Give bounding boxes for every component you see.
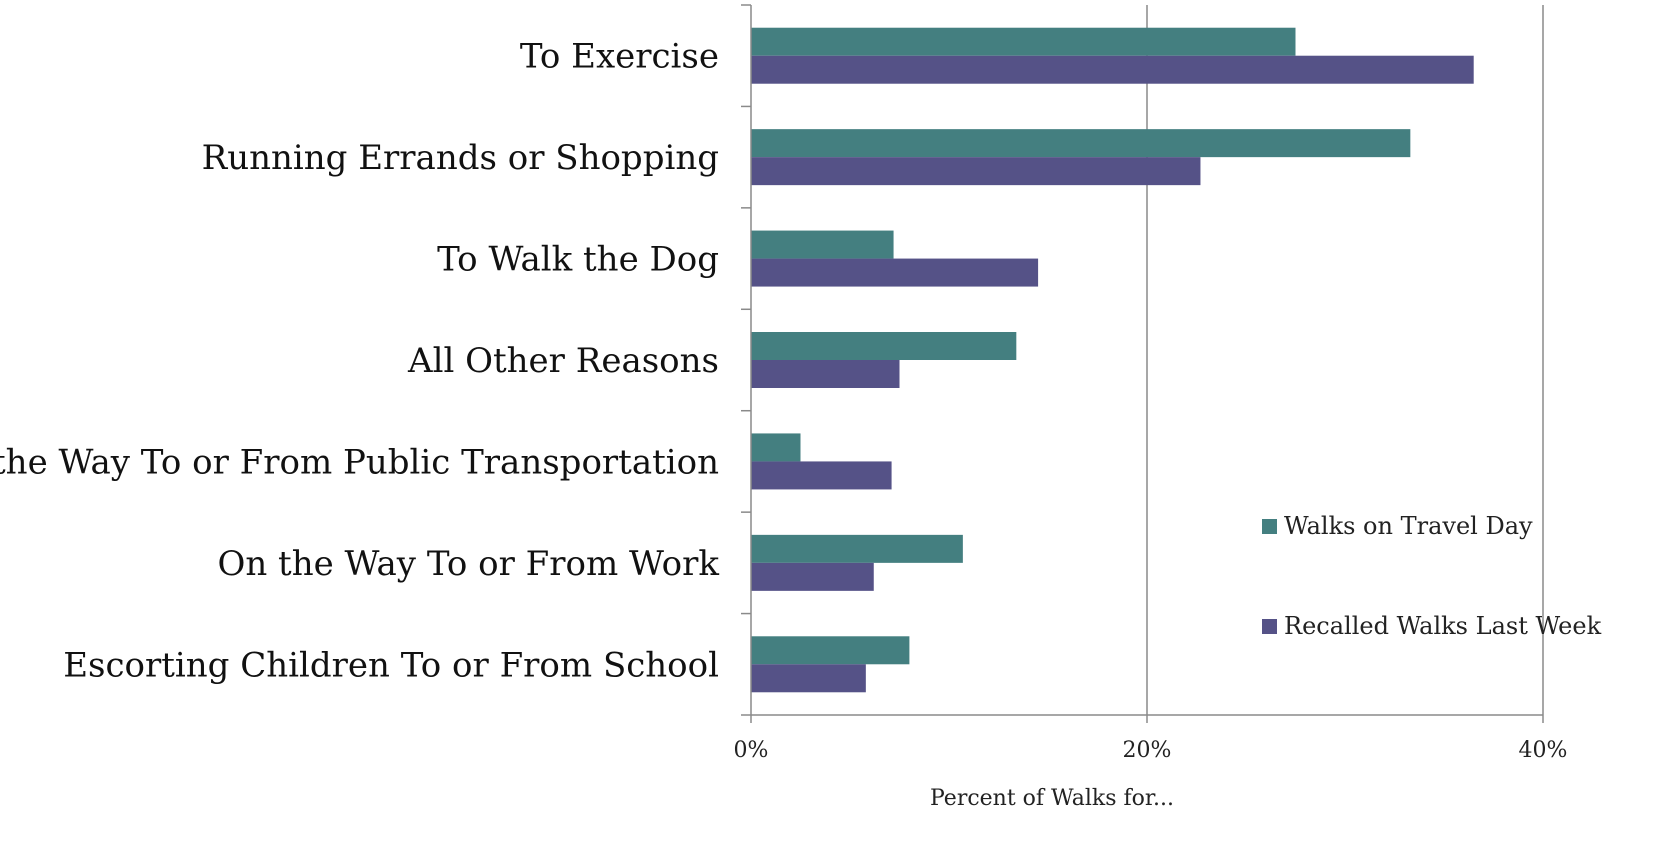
bar-travel-day-0 xyxy=(751,27,1296,56)
bar-travel-day-3 xyxy=(751,332,1017,360)
bar-last-week-4 xyxy=(751,461,892,490)
legend-swatch-last-week xyxy=(1262,619,1277,634)
legend-label-travel-day: Walks on Travel Day xyxy=(1284,512,1533,540)
category-label-4: On the Way To or From Public Transportat… xyxy=(0,442,719,482)
category-label-1: Running Errands or Shopping xyxy=(202,138,719,178)
bar-travel-day-2 xyxy=(751,230,894,259)
bar-last-week-1 xyxy=(751,157,1201,186)
bar-last-week-2 xyxy=(751,258,1039,287)
bar-travel-day-4 xyxy=(751,433,801,462)
category-label-0: To Exercise xyxy=(520,37,719,77)
gridlines xyxy=(1146,5,1544,715)
x-tick-label-2: 40% xyxy=(1519,738,1568,763)
legend: Walks on Travel Day Recalled Walks Last W… xyxy=(1262,512,1602,640)
legend-swatch-travel-day xyxy=(1262,519,1277,534)
category-labels: To Exercise Running Errands or Shopping To… xyxy=(0,37,719,686)
bar-last-week-3 xyxy=(751,360,900,388)
bar-travel-day-6 xyxy=(751,636,910,665)
x-tick-label-1: 20% xyxy=(1123,738,1172,763)
category-label-3: All Other Reasons xyxy=(407,341,719,381)
bar-travel-day-5 xyxy=(751,534,963,563)
axes xyxy=(741,4,1544,723)
x-axis-title: Percent of Walks for... xyxy=(930,786,1174,811)
x-tick-labels: 0% 20% 40% xyxy=(734,738,1568,763)
category-label-5: On the Way To or From Work xyxy=(217,544,719,584)
bars xyxy=(751,27,1474,693)
x-tick-label-0: 0% xyxy=(734,738,769,763)
category-label-2: To Walk the Dog xyxy=(437,240,719,280)
legend-label-last-week: Recalled Walks Last Week xyxy=(1284,612,1602,640)
bar-last-week-6 xyxy=(751,664,866,693)
bar-last-week-5 xyxy=(751,562,874,591)
bar-travel-day-1 xyxy=(751,129,1411,158)
category-label-6: Escorting Children To or From School xyxy=(63,645,719,685)
bar-last-week-0 xyxy=(751,55,1474,84)
